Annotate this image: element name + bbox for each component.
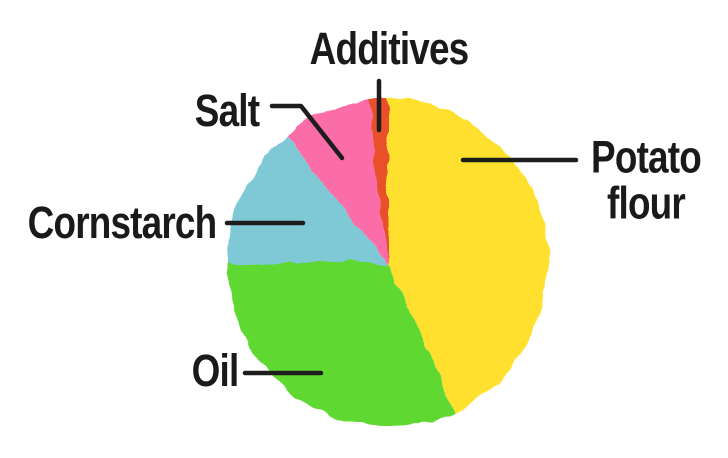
- pie-slice-additives: [367, 99, 388, 263]
- salt-label: Salt: [194, 84, 260, 136]
- oil-label: Oil: [191, 344, 240, 396]
- cornstarch-label: Cornstarch: [27, 196, 217, 248]
- pie-slice-oil: [228, 263, 457, 427]
- pie-slices: [228, 99, 548, 427]
- pie-chart: [228, 99, 548, 427]
- pie-slice-cornstarch: [228, 136, 388, 263]
- potato-flour-label: Potato flour: [591, 131, 702, 229]
- additives-label: Additives: [309, 22, 470, 74]
- pie-slice-potato-flour: [388, 99, 548, 412]
